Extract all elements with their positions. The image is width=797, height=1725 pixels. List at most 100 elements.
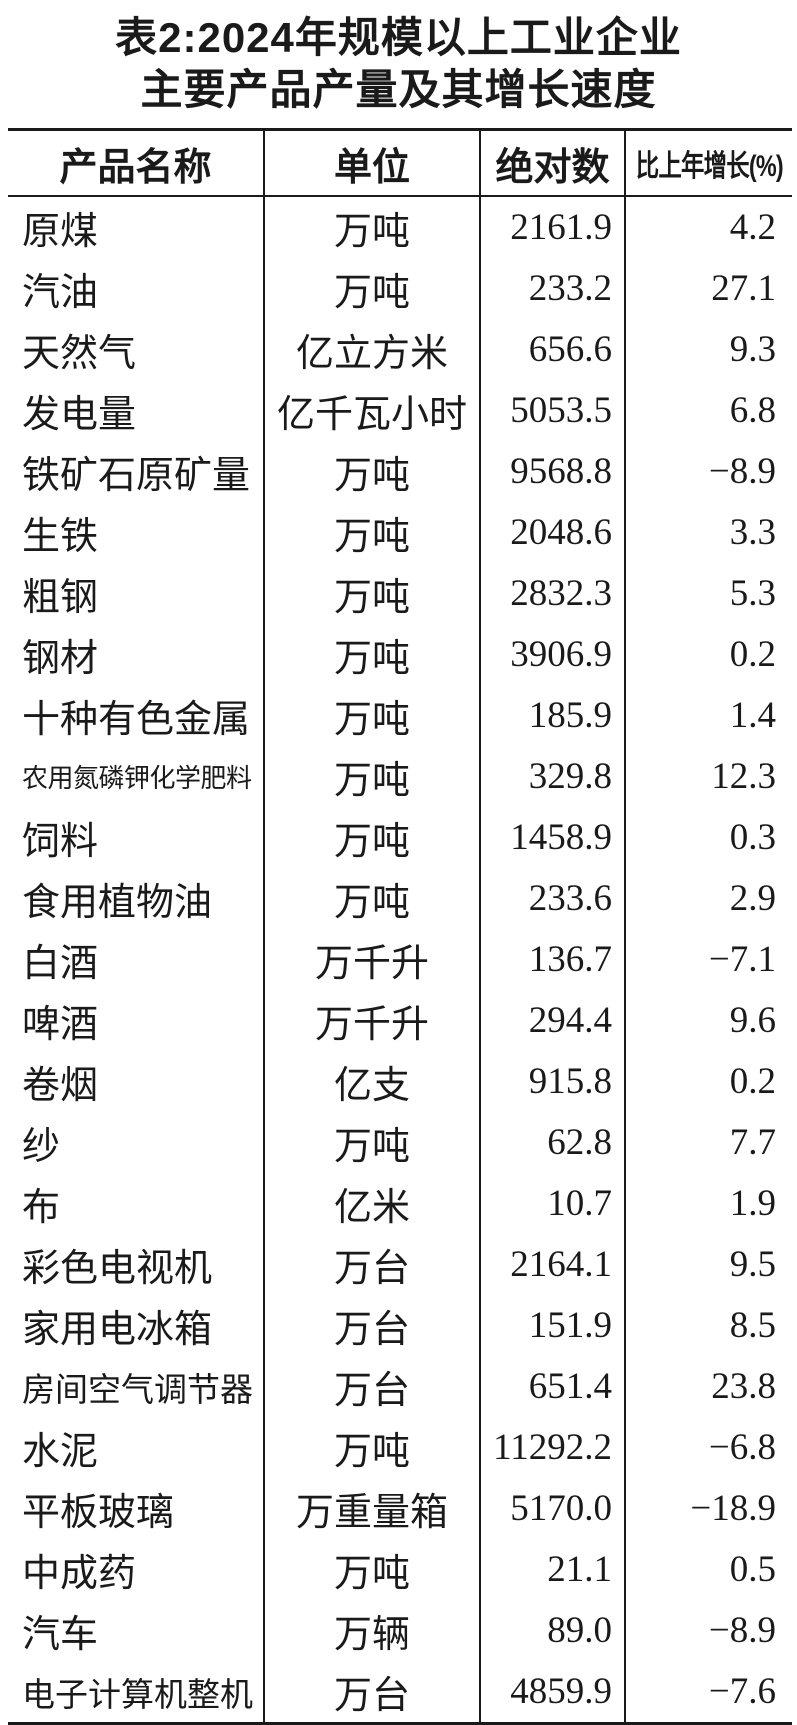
product-name: 天然气 <box>22 333 137 375</box>
unit-value: 万千升 <box>263 929 479 990</box>
growth-value: 0.2 <box>624 1051 792 1112</box>
absolute-value: 136.7 <box>479 929 624 990</box>
table-row: 电子计算机整机 万台 4859.9 −7.6 <box>8 1661 792 1722</box>
unit-value: 万吨 <box>263 746 479 807</box>
product-name: 汽油 <box>22 272 99 314</box>
growth-value: 3.3 <box>624 502 792 563</box>
growth-value: 4.2 <box>624 197 792 258</box>
unit-value: 万吨 <box>263 563 479 624</box>
product-name: 卷烟 <box>22 1065 99 1107</box>
product-name: 食用植物油 <box>22 882 213 924</box>
product-name: 钢材 <box>22 638 99 680</box>
unit-value: 万重量箱 <box>263 1478 479 1539</box>
title-line-2: 主要产品产量及其增长速度 <box>140 66 657 113</box>
absolute-value: 2161.9 <box>479 197 624 258</box>
growth-value: 0.3 <box>624 807 792 868</box>
table-row: 天然气 亿立方米 656.6 9.3 <box>8 319 792 380</box>
table-row: 彩色电视机 万台 2164.1 9.5 <box>8 1234 792 1295</box>
title-line-1: 表2:2024年规模以上工业企业 <box>115 14 682 61</box>
absolute-value: 62.8 <box>479 1112 624 1173</box>
growth-value: −18.9 <box>624 1478 792 1539</box>
table-row: 白酒 万千升 136.7 −7.1 <box>8 929 792 990</box>
table-row: 平板玻璃 万重量箱 5170.0 −18.9 <box>8 1478 792 1539</box>
absolute-value: 294.4 <box>479 990 624 1051</box>
header-growth-label: 比上年增长(%) <box>635 150 783 183</box>
absolute-value: 89.0 <box>479 1600 624 1661</box>
unit-value: 亿立方米 <box>263 319 479 380</box>
absolute-value: 21.1 <box>479 1539 624 1600</box>
table-row: 粗钢 万吨 2832.3 5.3 <box>8 563 792 624</box>
growth-value: 9.6 <box>624 990 792 1051</box>
table-row: 汽车 万辆 89.0 −8.9 <box>8 1600 792 1661</box>
growth-value: 5.3 <box>624 563 792 624</box>
product-name: 中成药 <box>22 1553 137 1595</box>
absolute-value: 915.8 <box>479 1051 624 1112</box>
growth-value: 6.8 <box>624 380 792 441</box>
table-row: 卷烟 亿支 915.8 0.2 <box>8 1051 792 1112</box>
product-name: 饲料 <box>22 821 99 863</box>
product-name: 水泥 <box>22 1431 99 1473</box>
unit-value: 万吨 <box>263 1417 479 1478</box>
absolute-value: 656.6 <box>479 319 624 380</box>
absolute-value: 151.9 <box>479 1295 624 1356</box>
absolute-value: 5053.5 <box>479 380 624 441</box>
product-name: 农用氮磷钾化学肥料 <box>22 764 252 793</box>
absolute-value: 329.8 <box>479 746 624 807</box>
product-name: 彩色电视机 <box>22 1248 213 1290</box>
growth-value: −6.8 <box>624 1417 792 1478</box>
growth-value: 12.3 <box>624 746 792 807</box>
unit-value: 万吨 <box>263 807 479 868</box>
header-product-name: 产品名称 <box>59 146 212 189</box>
product-name: 纱 <box>22 1126 61 1168</box>
unit-value: 万吨 <box>263 441 479 502</box>
growth-value: 1.4 <box>624 685 792 746</box>
absolute-value: 4859.9 <box>479 1661 624 1722</box>
growth-value: −7.1 <box>624 929 792 990</box>
growth-value: −7.6 <box>624 1661 792 1722</box>
table-row: 汽油 万吨 233.2 27.1 <box>8 258 792 319</box>
product-name: 生铁 <box>22 516 99 558</box>
absolute-value: 185.9 <box>479 685 624 746</box>
growth-value: 8.5 <box>624 1295 792 1356</box>
table-row: 十种有色金属 万吨 185.9 1.4 <box>8 685 792 746</box>
absolute-value: 233.6 <box>479 868 624 929</box>
unit-value: 万辆 <box>263 1600 479 1661</box>
table-row: 原煤 万吨 2161.9 4.2 <box>8 197 792 258</box>
table-row: 饲料 万吨 1458.9 0.3 <box>8 807 792 868</box>
absolute-value: 5170.0 <box>479 1478 624 1539</box>
absolute-value: 3906.9 <box>479 624 624 685</box>
product-name: 十种有色金属 <box>22 699 251 741</box>
absolute-value: 233.2 <box>479 258 624 319</box>
unit-value: 万吨 <box>263 868 479 929</box>
absolute-value: 10.7 <box>479 1173 624 1234</box>
table-row: 食用植物油 万吨 233.6 2.9 <box>8 868 792 929</box>
unit-value: 亿支 <box>263 1051 479 1112</box>
product-name: 啤酒 <box>22 1004 99 1046</box>
absolute-value: 2164.1 <box>479 1234 624 1295</box>
header-unit: 单位 <box>263 131 479 195</box>
absolute-value: 2048.6 <box>479 502 624 563</box>
table-row: 生铁 万吨 2048.6 3.3 <box>8 502 792 563</box>
table-row: 啤酒 万千升 294.4 9.6 <box>8 990 792 1051</box>
product-name: 白酒 <box>22 943 99 985</box>
unit-value: 万台 <box>263 1356 479 1417</box>
product-name: 铁矿石原矿量 <box>22 455 251 497</box>
unit-value: 万千升 <box>263 990 479 1051</box>
product-name: 发电量 <box>22 394 137 436</box>
unit-value: 万吨 <box>263 1112 479 1173</box>
absolute-value: 11292.2 <box>479 1417 624 1478</box>
absolute-value: 651.4 <box>479 1356 624 1417</box>
table-row: 水泥 万吨 11292.2 −6.8 <box>8 1417 792 1478</box>
growth-value: 1.9 <box>624 1173 792 1234</box>
table-header-row: 产品名称 单位 绝对数 比上年增长(%) <box>8 131 792 197</box>
table-row: 钢材 万吨 3906.9 0.2 <box>8 624 792 685</box>
table-row: 家用电冰箱 万台 151.9 8.5 <box>8 1295 792 1356</box>
growth-value: 9.3 <box>624 319 792 380</box>
unit-value: 万吨 <box>263 502 479 563</box>
table-row: 房间空气调节器 万台 651.4 23.8 <box>8 1356 792 1417</box>
product-name: 原煤 <box>22 211 99 253</box>
product-name: 汽车 <box>22 1614 99 1656</box>
absolute-value: 9568.8 <box>479 441 624 502</box>
growth-value: 0.5 <box>624 1539 792 1600</box>
